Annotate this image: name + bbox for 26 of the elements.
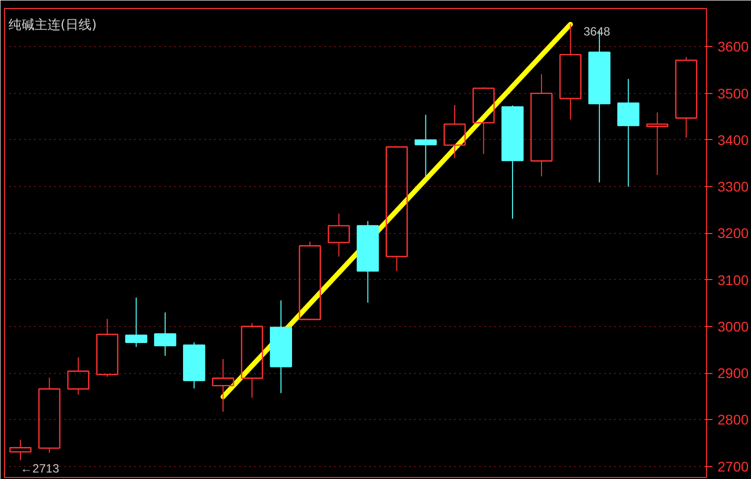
candlestick	[646, 112, 668, 176]
candlestick	[212, 358, 234, 412]
y-tick-label: 3000	[718, 318, 749, 334]
y-tick-label: 3600	[718, 38, 749, 55]
y-tick-label: 3100	[718, 272, 749, 288]
candlestick	[270, 300, 292, 394]
annotation: ←2713	[20, 461, 60, 476]
y-tick-label: 2700	[718, 458, 749, 474]
y-tick-label: 3400	[718, 132, 749, 148]
candlestick	[9, 439, 32, 461]
y-tick-label: 2900	[718, 365, 749, 382]
candlestick	[328, 213, 350, 258]
candlestick	[67, 356, 90, 396]
candlestick	[530, 74, 553, 177]
candlestick	[154, 312, 176, 356]
annotation: 3648	[583, 24, 610, 38]
candlestick	[414, 114, 437, 177]
candlestick	[617, 78, 640, 188]
text: 纯碱主连(日线)	[8, 17, 97, 33]
y-tick-label: 2800	[718, 412, 749, 428]
candlestick	[240, 322, 264, 398]
candlestick	[444, 104, 466, 159]
y-tick-label: 3500	[718, 85, 749, 102]
candlestick	[559, 24, 582, 120]
y-tick-label: 3200	[718, 225, 749, 242]
y-tick-label: 3300	[718, 178, 749, 195]
